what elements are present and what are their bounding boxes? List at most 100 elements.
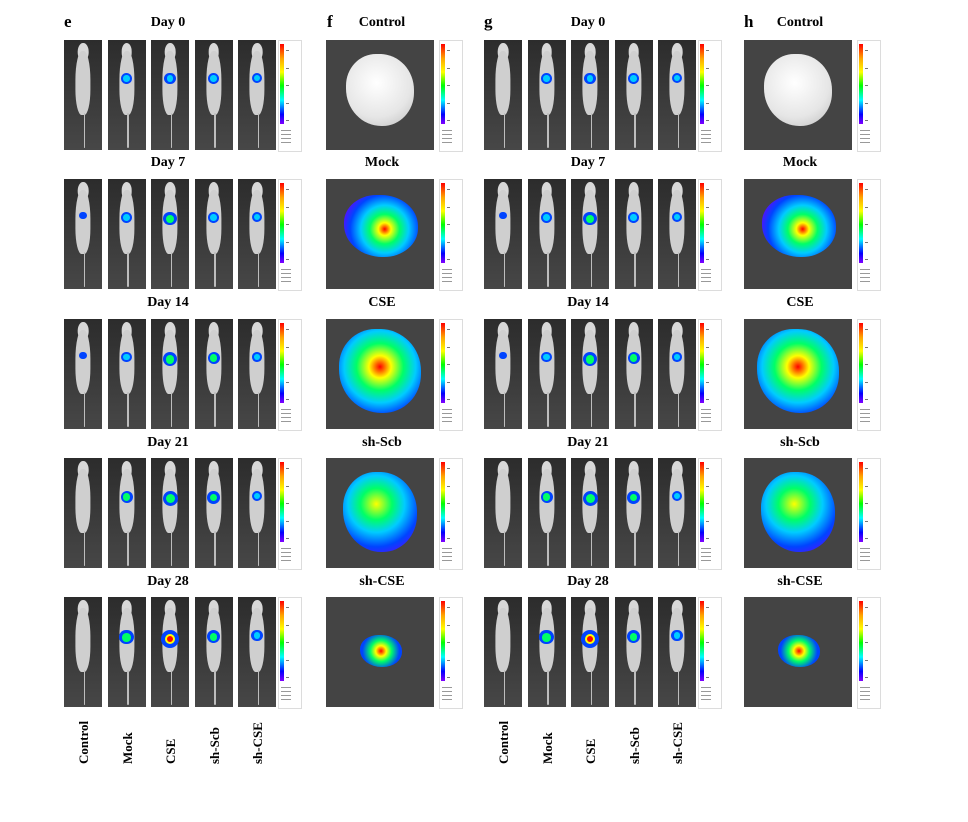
color-scale-bar-note [860, 130, 870, 131]
color-scale-bar-note [701, 421, 711, 422]
color-scale-bar-tick [865, 85, 868, 86]
tissue-label: sh-Scb [780, 435, 820, 450]
color-scale-bar-note [442, 273, 452, 274]
mouse-tail [83, 530, 86, 566]
color-scale-bar-note [701, 142, 711, 143]
mouse-tail [503, 530, 506, 566]
mouse-image [107, 40, 146, 150]
mouse-tail [170, 669, 173, 705]
luminescence-core [543, 354, 550, 361]
color-scale-bar-note [442, 548, 452, 549]
day-label: Day 28 [567, 574, 609, 589]
color-scale-bar [700, 44, 704, 124]
color-scale-bar-tick [447, 259, 450, 260]
mouse-tail [257, 112, 260, 148]
mouse-tail [83, 112, 86, 148]
mouse-image [194, 597, 233, 707]
color-scale-bar-tick [865, 102, 868, 104]
color-scale-bar-tick [447, 607, 450, 608]
mouse-image [64, 179, 102, 289]
color-scale-bar-note [281, 687, 291, 688]
color-scale-bar-tick [447, 503, 450, 504]
color-scale-bar-tick [706, 520, 709, 522]
color-scale-bar-tick [865, 538, 868, 539]
mouse-image [484, 597, 522, 707]
color-scale-bar-note [860, 548, 870, 549]
mouse-body [75, 469, 91, 533]
color-scale-bar-tick [286, 607, 289, 608]
color-scale-bar-tick [447, 364, 450, 365]
color-scale-bar-tick [286, 624, 289, 626]
group-label: sh-CSE [670, 722, 685, 764]
color-scale-bar-note [442, 281, 452, 282]
mouse-tail [590, 530, 593, 566]
color-scale-bar [700, 323, 704, 403]
mouse-image [658, 179, 696, 289]
mouse-image [238, 597, 276, 707]
luminescence-core [253, 632, 261, 640]
color-scale-bar-tick [447, 241, 450, 243]
color-scale-bar-note [281, 691, 291, 692]
color-scale-bar-note [701, 556, 711, 557]
color-scale-bar-tick [447, 67, 450, 69]
color-scale-bar-note [701, 409, 711, 410]
color-scale-bar-tick [706, 241, 709, 243]
color-scale-bar-note [281, 142, 291, 143]
mouse-body [495, 330, 511, 394]
day-label: Day 0 [150, 15, 186, 30]
mouse-tail [677, 391, 680, 427]
mouse-body [75, 51, 91, 115]
mouse-tail [83, 391, 86, 427]
color-scale-bar-tick [447, 85, 450, 86]
mouse-tail [590, 669, 593, 705]
color-scale-bar-tick [865, 67, 868, 69]
color-scale-bar-note [281, 130, 291, 131]
color-scale-bar-tick [865, 189, 868, 190]
color-scale-bar-note [701, 699, 711, 700]
luminescence-peak [587, 636, 593, 643]
luminescence-core [122, 493, 131, 501]
color-scale-bar-note [442, 142, 452, 143]
color-scale-bar-tick [706, 120, 709, 121]
color-scale-bar-tick [447, 50, 450, 51]
color-scale-bar-note [281, 138, 291, 139]
color-scale-bar-tick [706, 659, 709, 661]
color-scale-bar-note [860, 409, 870, 410]
mouse-image [64, 597, 102, 707]
color-scale-bar-tick [286, 50, 289, 51]
color-scale-bar-tick [865, 50, 868, 51]
color-scale-bar-tick [706, 346, 709, 348]
day-label: Day 14 [147, 295, 189, 310]
color-scale-bar-note [442, 687, 452, 688]
mouse-image [238, 179, 276, 289]
color-scale-bar-note [701, 695, 711, 696]
luminescence-core [253, 214, 261, 221]
color-scale-bar-note [281, 699, 291, 700]
panel-letter-g: g [484, 12, 493, 31]
mouse-image [658, 40, 696, 150]
color-scale-bar-note [860, 699, 870, 700]
color-scale-bar-tick [706, 381, 709, 383]
mouse-image [614, 597, 653, 707]
color-scale-bar-note [442, 556, 452, 557]
color-scale-bar-note [860, 556, 870, 557]
luminescence-core [253, 75, 261, 82]
color-scale-bar-tick [286, 329, 289, 330]
mouse-image [527, 319, 566, 429]
color-scale-bar-note [860, 277, 870, 278]
luminescence-core [210, 75, 217, 82]
day-label: Day 14 [567, 295, 609, 310]
luminescence-signal [757, 329, 839, 413]
color-scale-bar-tick [865, 399, 868, 400]
group-label: Control [496, 720, 511, 764]
luminescence-core [585, 494, 595, 503]
color-scale-bar [859, 323, 863, 403]
group-label: Control [76, 720, 91, 764]
color-scale-bar-tick [865, 364, 868, 365]
mouse-image [571, 458, 609, 568]
group-label: sh-Scb [206, 727, 222, 764]
mouse-image [64, 40, 102, 150]
mouse-image [151, 458, 189, 568]
color-scale-bar-note [701, 273, 711, 274]
day-label: Day 0 [570, 15, 606, 30]
